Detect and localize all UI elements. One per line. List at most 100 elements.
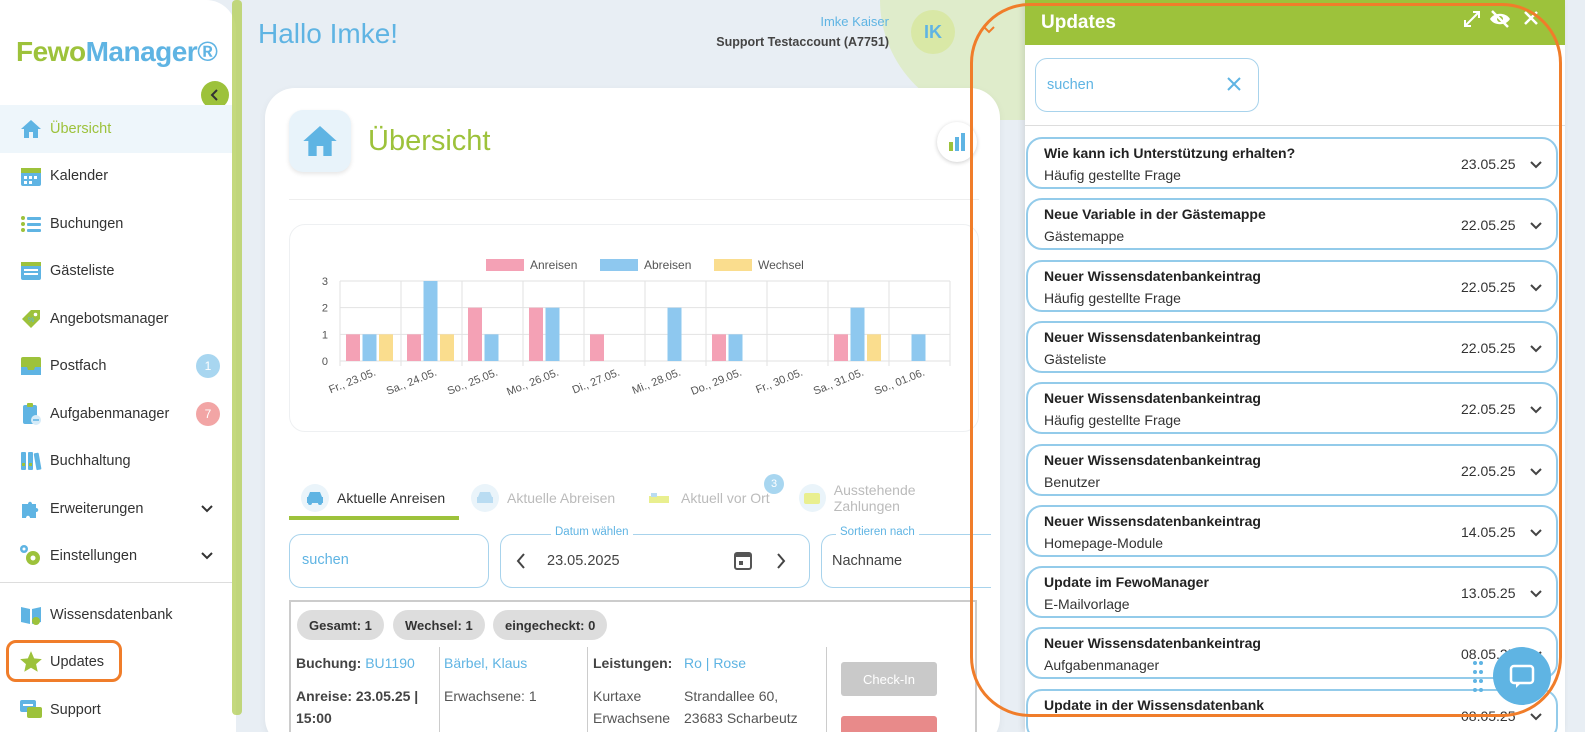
legend-swatch[interactable]: [714, 259, 752, 271]
booking-id-link[interactable]: BU1190: [365, 655, 415, 671]
bar[interactable]: [712, 334, 726, 361]
chevron-down-icon[interactable]: [200, 548, 214, 564]
chevron-down-icon[interactable]: [200, 501, 214, 517]
change-chip: Wechsel: 1: [393, 610, 485, 640]
tab-aktuelle-anreisen[interactable]: Aktuelle Anreisen: [301, 476, 445, 520]
bar[interactable]: [468, 307, 482, 361]
bar[interactable]: [407, 334, 421, 361]
app-logo[interactable]: FewoManager®: [16, 36, 218, 68]
booking-search-input[interactable]: suchen: [289, 534, 489, 588]
guest-name-link[interactable]: Bärbel, Klaus: [444, 655, 528, 671]
update-list-item[interactable]: Neuer Wissensdatenbankeintrag Aufgabenman…: [1026, 627, 1558, 680]
date-picker[interactable]: Datum wählen 23.05.2025: [500, 526, 810, 588]
sidebar-item-updates[interactable]: Updates: [0, 639, 232, 687]
sidebar-item-uebersicht[interactable]: Übersicht: [0, 105, 232, 153]
update-title: Neuer Wissensdatenbankeintrag: [1044, 390, 1261, 407]
bar[interactable]: [440, 334, 454, 361]
update-list-item[interactable]: Update im FewoManager E-Mailvorlage 13.05.…: [1026, 566, 1558, 619]
legend-label[interactable]: Anreisen: [530, 258, 577, 272]
update-list-item[interactable]: Wie kann ich Unterstützung erhalten? Häuf…: [1026, 137, 1558, 189]
update-list-item[interactable]: Neuer Wissensdatenbankeintrag Homepage-Mo…: [1026, 504, 1558, 557]
bar[interactable]: [590, 334, 604, 361]
sidebar-item-buchungen[interactable]: Buchungen: [0, 200, 232, 248]
expand-icon[interactable]: [1462, 9, 1482, 35]
sidebar-item-wissensdatenbank[interactable]: Wissensdatenbank: [0, 591, 232, 639]
chevron-down-icon[interactable]: [1529, 280, 1543, 298]
sidebar-item-buchhaltung[interactable]: Buchhaltung: [0, 438, 232, 486]
sidebar-item-postfach[interactable]: Postfach 1: [0, 343, 232, 391]
sidebar-item-kalender[interactable]: Kalender: [0, 153, 232, 201]
bar[interactable]: [911, 334, 926, 361]
update-list-item[interactable]: Update in der Wissensdatenbank 08.05.25: [1026, 688, 1558, 732]
tab-aktuelle-abreisen[interactable]: Aktuelle Abreisen: [471, 476, 615, 520]
bar[interactable]: [362, 334, 377, 361]
bar[interactable]: [728, 334, 743, 361]
legend-label[interactable]: Wechsel: [758, 258, 804, 272]
sidebar-item-support[interactable]: Support: [0, 686, 232, 732]
x-tick-label: Sa., 31.05.: [812, 367, 866, 398]
legend-swatch[interactable]: [600, 259, 638, 271]
postfach-badge: 1: [196, 354, 220, 379]
property-link[interactable]: Ro | Rose: [684, 655, 746, 671]
sidebar-item-angebotsmanager[interactable]: % Angebotsmanager: [0, 295, 232, 343]
arrival-date: Anreise: 23.05.25 |: [296, 688, 419, 704]
chevron-down-icon[interactable]: [1529, 586, 1543, 604]
update-list-item[interactable]: Neuer Wissensdatenbankeintrag Häufig gest…: [1026, 382, 1558, 435]
chat-widget-button[interactable]: [1493, 647, 1551, 705]
clear-search-icon[interactable]: [1226, 72, 1242, 98]
update-category: Gästemappe: [1044, 228, 1125, 245]
search-placeholder: suchen: [302, 552, 349, 568]
sidebar-item-aufgabenmanager[interactable]: Aufgabenmanager 7: [0, 390, 232, 438]
sidebar-item-erweiterungen[interactable]: Erweiterungen: [0, 485, 232, 533]
bar[interactable]: [667, 307, 682, 361]
legend-swatch[interactable]: [486, 259, 524, 271]
drag-handle-icon[interactable]: [1472, 660, 1484, 694]
bar[interactable]: [484, 334, 499, 361]
close-icon[interactable]: [1522, 9, 1540, 33]
update-list-item[interactable]: Neuer Wissensdatenbankeintrag Gästeliste 2…: [1026, 320, 1558, 373]
sidebar-item-einstellungen[interactable]: Einstellungen: [0, 533, 232, 581]
chevron-down-icon[interactable]: [1529, 402, 1543, 420]
chevron-down-icon[interactable]: [1529, 341, 1543, 359]
bar[interactable]: [834, 334, 848, 361]
chevron-down-icon[interactable]: [982, 22, 996, 38]
bar[interactable]: [346, 334, 360, 361]
sidebar-scrollbar[interactable]: [232, 0, 242, 715]
update-list-item[interactable]: Neue Variable in der Gästemappe Gästemapp…: [1026, 198, 1558, 251]
update-list-item[interactable]: Neuer Wissensdatenbankeintrag Benutzer 22.…: [1026, 443, 1558, 496]
sort-select[interactable]: Sortieren nach Nachname: [821, 526, 991, 588]
bar[interactable]: [850, 307, 865, 361]
chevron-left-icon[interactable]: [515, 552, 527, 575]
home-icon: [18, 116, 44, 142]
bar[interactable]: [529, 307, 543, 361]
updates-search-input[interactable]: suchen: [1035, 58, 1259, 112]
action-button[interactable]: [841, 716, 937, 732]
x-tick-label: Mi., 28.05.: [631, 367, 683, 397]
chevron-down-icon[interactable]: [1529, 525, 1543, 543]
sidebar-item-label: Postfach: [50, 358, 107, 375]
user-name[interactable]: Imke Kaiser: [820, 14, 889, 29]
avatar[interactable]: IK: [911, 10, 955, 54]
update-list-item[interactable]: Neuer Wissensdatenbankeintrag Häufig gest…: [1026, 259, 1558, 312]
chart-toggle-button[interactable]: [937, 122, 977, 162]
chevron-down-icon[interactable]: [1529, 218, 1543, 236]
sidebar-collapse-button[interactable]: [201, 81, 229, 109]
calendar-icon[interactable]: [734, 550, 752, 575]
tab-ausstehende-zahlungen[interactable]: Ausstehende Zahlungen: [799, 476, 979, 520]
bar[interactable]: [867, 334, 881, 361]
tab-label: Aktuelle Anreisen: [337, 490, 446, 506]
bar[interactable]: [423, 281, 438, 361]
x-tick-label: Fr., 23.05.: [327, 367, 377, 397]
chevron-down-icon[interactable]: [1529, 464, 1543, 482]
tab-aktuell-vor-ort[interactable]: Aktuell vor Ort: [645, 476, 770, 520]
legend-label[interactable]: Abreisen: [644, 258, 691, 272]
eye-off-icon[interactable]: [1489, 9, 1511, 35]
checkin-button[interactable]: Check-In: [841, 662, 937, 696]
chevron-down-icon[interactable]: [1529, 709, 1543, 727]
sidebar-item-gaesteliste[interactable]: Gästeliste: [0, 248, 232, 296]
bar[interactable]: [379, 334, 393, 361]
bar[interactable]: [545, 307, 560, 361]
chevron-right-icon[interactable]: [775, 552, 787, 575]
chevron-down-icon[interactable]: [1529, 157, 1543, 175]
car-icon: [471, 484, 499, 512]
